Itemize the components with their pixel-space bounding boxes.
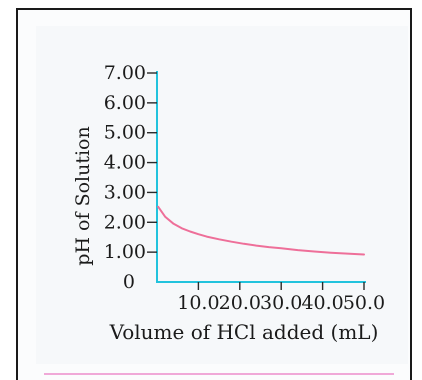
bottom-accent-line (44, 373, 394, 375)
ph-curve (157, 205, 365, 256)
chart-background (36, 26, 408, 364)
x-tick-label: 40.0 (301, 292, 343, 314)
x-ticks: 10.0 20.0 30.0 40.0 50.0 (177, 282, 385, 314)
y-ticks: 0 1.00 2.00 3.00 4.00 5.00 6.00 7.00 (104, 62, 157, 293)
y-tick-label: 6.00 (104, 92, 146, 114)
series (157, 205, 365, 256)
y-tick-label: 2.00 (104, 211, 146, 233)
x-tick-label: 20.0 (219, 292, 261, 314)
y-tick-label: 3.00 (104, 181, 146, 203)
x-tick-label: 10.0 (177, 292, 219, 314)
y-tick-label: 7.00 (104, 62, 146, 84)
axes (156, 71, 366, 283)
y-tick-label: 4.00 (104, 152, 146, 174)
y-tick-label: 0 (123, 271, 135, 293)
x-tick-label: 30.0 (260, 292, 302, 314)
y-tick-label: 1.00 (104, 241, 146, 263)
y-axis-label: pH of Solution (72, 126, 94, 265)
x-axis-label: Volume of HCl added (mL) (109, 320, 379, 344)
y-tick-label: 5.00 (104, 122, 146, 144)
x-tick-label: 50.0 (343, 292, 385, 314)
